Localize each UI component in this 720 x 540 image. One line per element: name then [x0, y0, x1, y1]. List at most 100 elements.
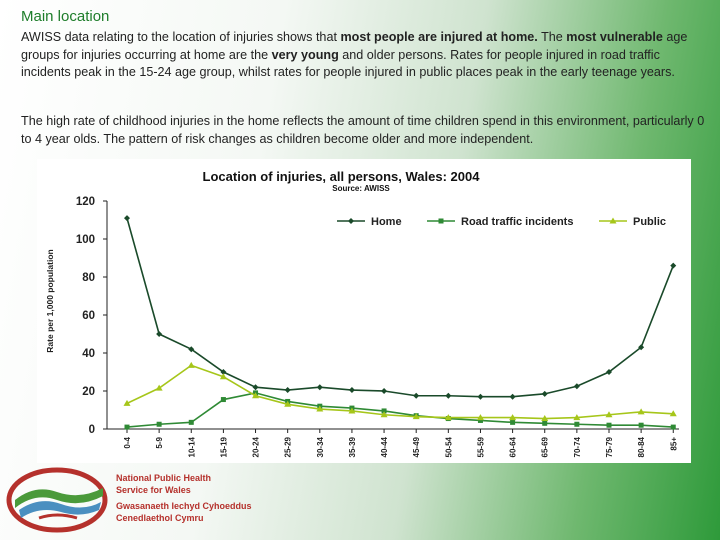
- x-tick-label: 20-24: [252, 436, 261, 457]
- para1-bold-1: most people are injured at home.: [340, 30, 538, 44]
- point-road-traffic-incidents: [381, 408, 387, 414]
- legend-label-home: Home: [371, 216, 402, 228]
- injury-chart: Location of injuries, all persons, Wales…: [37, 159, 691, 463]
- chart-svg: Location of injuries, all persons, Wales…: [45, 169, 679, 457]
- x-tick-label: 65-69: [541, 436, 550, 457]
- chart-subtitle: Source: AWISS: [332, 184, 390, 193]
- point-public: [444, 414, 452, 421]
- para1-text-2: The: [537, 30, 567, 44]
- y-axis-label: Rate per 1,000 population: [45, 249, 55, 352]
- nphs-logo-icon: [6, 467, 108, 533]
- x-tick-label: 35-39: [348, 436, 357, 457]
- point-public: [219, 373, 227, 380]
- legend-label-public: Public: [633, 216, 666, 228]
- para1-bold-3: very young: [271, 47, 339, 62]
- point-home: [638, 344, 645, 351]
- point-home: [156, 331, 163, 337]
- point-public: [669, 410, 677, 417]
- point-public: [284, 400, 292, 407]
- point-public: [476, 414, 484, 421]
- intro-paragraph: AWISS data relating to the location of i…: [21, 29, 711, 82]
- point-public: [123, 399, 131, 406]
- x-tick-label: 10-14: [187, 436, 196, 457]
- y-tick-label: 120: [76, 196, 95, 208]
- point-public: [316, 405, 324, 412]
- legend-marker-public: [609, 217, 617, 224]
- point-home: [124, 215, 130, 222]
- point-home: [284, 387, 291, 394]
- point-public: [541, 415, 549, 422]
- point-home: [316, 384, 323, 391]
- legend-label-road-traffic-incidents: Road traffic incidents: [461, 216, 573, 228]
- x-tick-label: 30-34: [316, 436, 325, 457]
- point-home: [220, 369, 227, 375]
- point-home: [573, 383, 580, 390]
- point-road-traffic-incidents: [124, 424, 130, 430]
- org-en-line1: National Public Health: [116, 473, 212, 483]
- point-public: [412, 413, 420, 420]
- point-public: [348, 407, 356, 414]
- point-public: [252, 392, 260, 399]
- point-public: [509, 414, 517, 421]
- x-tick-label: 40-44: [380, 436, 389, 457]
- point-home: [348, 387, 355, 394]
- point-public: [187, 361, 195, 368]
- x-tick-label: 80-84: [637, 436, 646, 457]
- point-road-traffic-incidents: [188, 419, 194, 425]
- x-tick-label: 60-64: [509, 436, 518, 457]
- org-en-line2: Service for Wales: [116, 484, 191, 495]
- x-tick-label: 55-59: [476, 436, 485, 457]
- x-tick-label: 50-54: [444, 436, 453, 457]
- para1-text-3: age groups for injuries occurring at hom…: [21, 30, 688, 62]
- point-road-traffic-incidents: [638, 422, 644, 428]
- org-cy-line1: Gwasanaeth Iechyd Cyhoeddus: [116, 501, 252, 511]
- point-public: [573, 414, 581, 421]
- series-line-road-traffic-incidents: [126, 392, 674, 428]
- point-public: [605, 411, 613, 418]
- point-home: [381, 388, 388, 394]
- org-cy-line2: Cenedlaethol Cymru: [116, 512, 204, 523]
- point-home: [605, 369, 612, 375]
- chart-title: Location of injuries, all persons, Wales…: [203, 169, 481, 184]
- x-tick-label: 0-4: [123, 436, 132, 448]
- point-home: [477, 393, 484, 400]
- y-tick-label: 100: [76, 234, 95, 246]
- point-road-traffic-incidents: [670, 424, 676, 430]
- point-public: [155, 384, 163, 391]
- legend-marker-home: [348, 218, 354, 224]
- y-tick-label: 80: [82, 272, 95, 284]
- para1-text-1: AWISS data relating to the location of i…: [21, 30, 341, 44]
- x-tick-label: 85+: [669, 437, 678, 451]
- x-tick-label: 25-29: [284, 436, 293, 457]
- point-road-traffic-incidents: [510, 419, 516, 425]
- point-home: [413, 392, 420, 399]
- point-public: [637, 408, 645, 415]
- series-line-public: [126, 364, 674, 420]
- para1-text-4: and older persons. Rates for people inju…: [21, 47, 675, 80]
- x-tick-label: 75-79: [605, 436, 614, 457]
- point-road-traffic-incidents: [477, 417, 483, 423]
- series-line-home: [126, 217, 675, 398]
- point-road-traffic-incidents: [156, 421, 162, 427]
- para1-bold-2: most vulnerable: [566, 30, 663, 44]
- point-road-traffic-incidents: [542, 420, 548, 426]
- point-home: [445, 392, 452, 399]
- point-road-traffic-incidents: [220, 397, 226, 403]
- y-tick-label: 40: [82, 348, 95, 360]
- point-home: [670, 262, 677, 269]
- y-tick-label: 60: [82, 310, 95, 322]
- point-home: [188, 346, 195, 353]
- legend-marker-road-traffic-incidents: [438, 218, 444, 224]
- slide-title: Main location: [21, 8, 110, 25]
- y-tick-label: 20: [82, 386, 95, 398]
- point-road-traffic-incidents: [606, 422, 612, 428]
- org-name-welsh: Gwasanaeth Iechyd Cyhoeddus Cenedlaethol…: [116, 501, 252, 524]
- point-home: [541, 390, 548, 397]
- x-tick-label: 15-19: [219, 436, 228, 457]
- org-name-english: National Public Health Service for Wales: [116, 473, 211, 496]
- point-road-traffic-incidents: [574, 421, 580, 427]
- x-tick-label: 70-74: [573, 436, 582, 457]
- point-public: [380, 411, 388, 418]
- x-tick-label: 5-9: [155, 436, 164, 448]
- y-tick-label: 0: [89, 424, 95, 436]
